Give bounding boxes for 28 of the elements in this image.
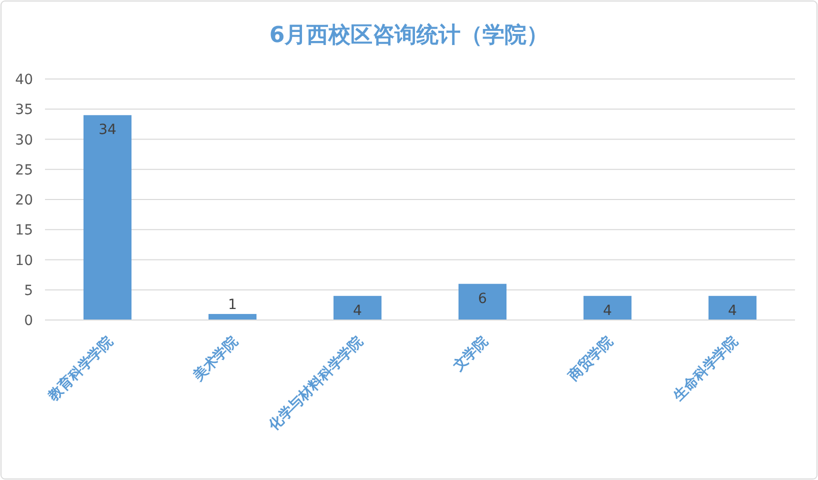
y-tick-label: 35 <box>15 102 33 118</box>
y-tick-label: 40 <box>15 72 33 88</box>
x-tick-label: 商贸学院 <box>564 332 616 386</box>
chart-title: 6月西校区咨询统计（学院） <box>269 22 549 48</box>
bar <box>708 296 756 320</box>
x-tick-label: 教育科学学院 <box>44 332 116 405</box>
y-tick-label: 5 <box>24 282 33 299</box>
data-label: 4 <box>728 302 738 319</box>
x-tick-label: 美术学院 <box>189 332 242 386</box>
y-tick-label: 0 <box>24 313 33 329</box>
x-tick-label: 文学院 <box>448 332 492 376</box>
bar <box>458 284 506 320</box>
bar <box>334 296 382 320</box>
y-tick-label: 30 <box>15 132 33 148</box>
bar <box>208 314 256 320</box>
data-label: 4 <box>353 302 362 319</box>
bar <box>584 296 632 320</box>
y-tick-label: 20 <box>15 192 33 208</box>
data-label: 1 <box>228 296 237 313</box>
bar <box>84 115 132 320</box>
y-tick-label: 25 <box>15 162 33 178</box>
x-tick-label: 化学与材料科学学院 <box>264 332 366 435</box>
y-tick-label: 10 <box>15 252 33 269</box>
data-label: 34 <box>98 122 116 138</box>
data-label: 4 <box>603 302 612 319</box>
y-tick-label: 15 <box>15 222 33 239</box>
x-tick-label: 生命科学学院 <box>669 332 742 405</box>
data-label: 6 <box>478 290 488 307</box>
